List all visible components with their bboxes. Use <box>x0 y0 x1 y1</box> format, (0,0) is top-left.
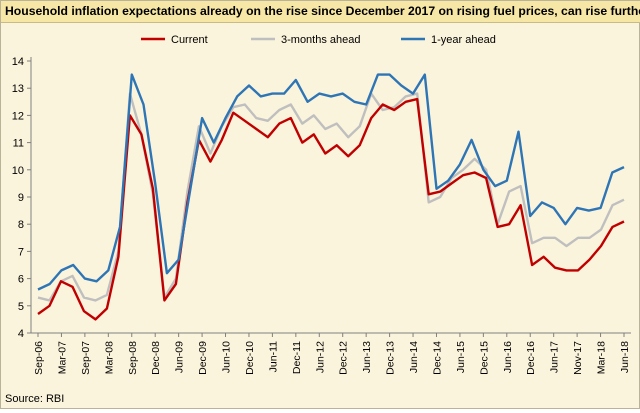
y-tick-label: 11 <box>13 138 24 150</box>
x-tick-label: Jun-10 <box>221 341 233 373</box>
line-chart: 4 5 6 7 8 9 10 11 12 13 14 Sep-06 Mar-07 Sep-07 Mar-08… <box>12 34 631 375</box>
legend-label: Current <box>171 34 208 46</box>
x-tick-label: Jun-09 <box>174 341 186 373</box>
x-tick-label: Mar-08 <box>103 341 115 374</box>
y-tick-label: 14 <box>12 56 24 68</box>
y-tick-label: 9 <box>18 192 24 204</box>
x-tick-label: Dec-13 <box>385 341 397 375</box>
y-tick-label: 6 <box>18 274 24 286</box>
y-tick-label: 8 <box>18 219 24 231</box>
x-tick-label: Mar-18 <box>596 341 608 374</box>
x-tick-label: Nov-17 <box>572 341 584 375</box>
x-tick-label: Mar-07 <box>56 341 68 374</box>
x-tick-label: Dec-11 <box>291 341 303 374</box>
y-tick-label: 5 <box>18 301 24 313</box>
y-tick-label: 13 <box>12 83 24 95</box>
x-tick-label: Jun-11 <box>267 341 279 372</box>
legend-label: 1-year ahead <box>431 34 496 46</box>
x-tick-label: Dec-15 <box>478 341 490 375</box>
x-tick-label: Jun-16 <box>502 341 514 373</box>
chart-title: Household inflation expectations already… <box>5 4 640 18</box>
y-tick-label: 12 <box>12 110 24 122</box>
legend: Current 3-months ahead 1-year ahead <box>141 34 496 46</box>
x-tick-label: Dec-08 <box>150 341 162 375</box>
x-tick-label: Jun-12 <box>314 341 326 373</box>
x-tick-label: Dec-12 <box>338 341 350 375</box>
y-tick-label: 4 <box>18 328 24 340</box>
y-tick-label: 10 <box>12 165 24 177</box>
x-tick-label: Jun-13 <box>361 341 373 373</box>
x-tick-label: Jun-18 <box>619 341 631 373</box>
legend-label: 3-months ahead <box>281 34 361 46</box>
x-tick-label: Dec-10 <box>244 341 256 375</box>
x-tick-label: Dec-09 <box>197 341 209 375</box>
title-bar: Household inflation expectations already… <box>1 1 640 23</box>
x-tick-label: Jun-14 <box>408 341 420 373</box>
y-tick-label: 7 <box>18 246 24 258</box>
source-note: Source: RBI <box>5 393 65 405</box>
x-tick-label: Jun-17 <box>549 341 561 373</box>
x-tick-label: Sep-06 <box>33 341 45 375</box>
series-line-current <box>37 97 625 321</box>
x-tick-label: Dec-14 <box>431 341 443 375</box>
x-tick-label: Sep-07 <box>80 341 92 375</box>
x-tick-label: Sep-08 <box>127 341 139 375</box>
x-tick-label: Jun-15 <box>455 341 467 373</box>
x-tick-label: Dec-16 <box>525 341 537 375</box>
series-line-1-year-ahead <box>37 73 625 291</box>
series-lines <box>37 73 625 321</box>
series-line-3-months-ahead <box>37 92 625 302</box>
axes: 4 5 6 7 8 9 10 11 12 13 14 Sep-06 Mar-07 Sep-07 Mar-08… <box>12 56 631 375</box>
